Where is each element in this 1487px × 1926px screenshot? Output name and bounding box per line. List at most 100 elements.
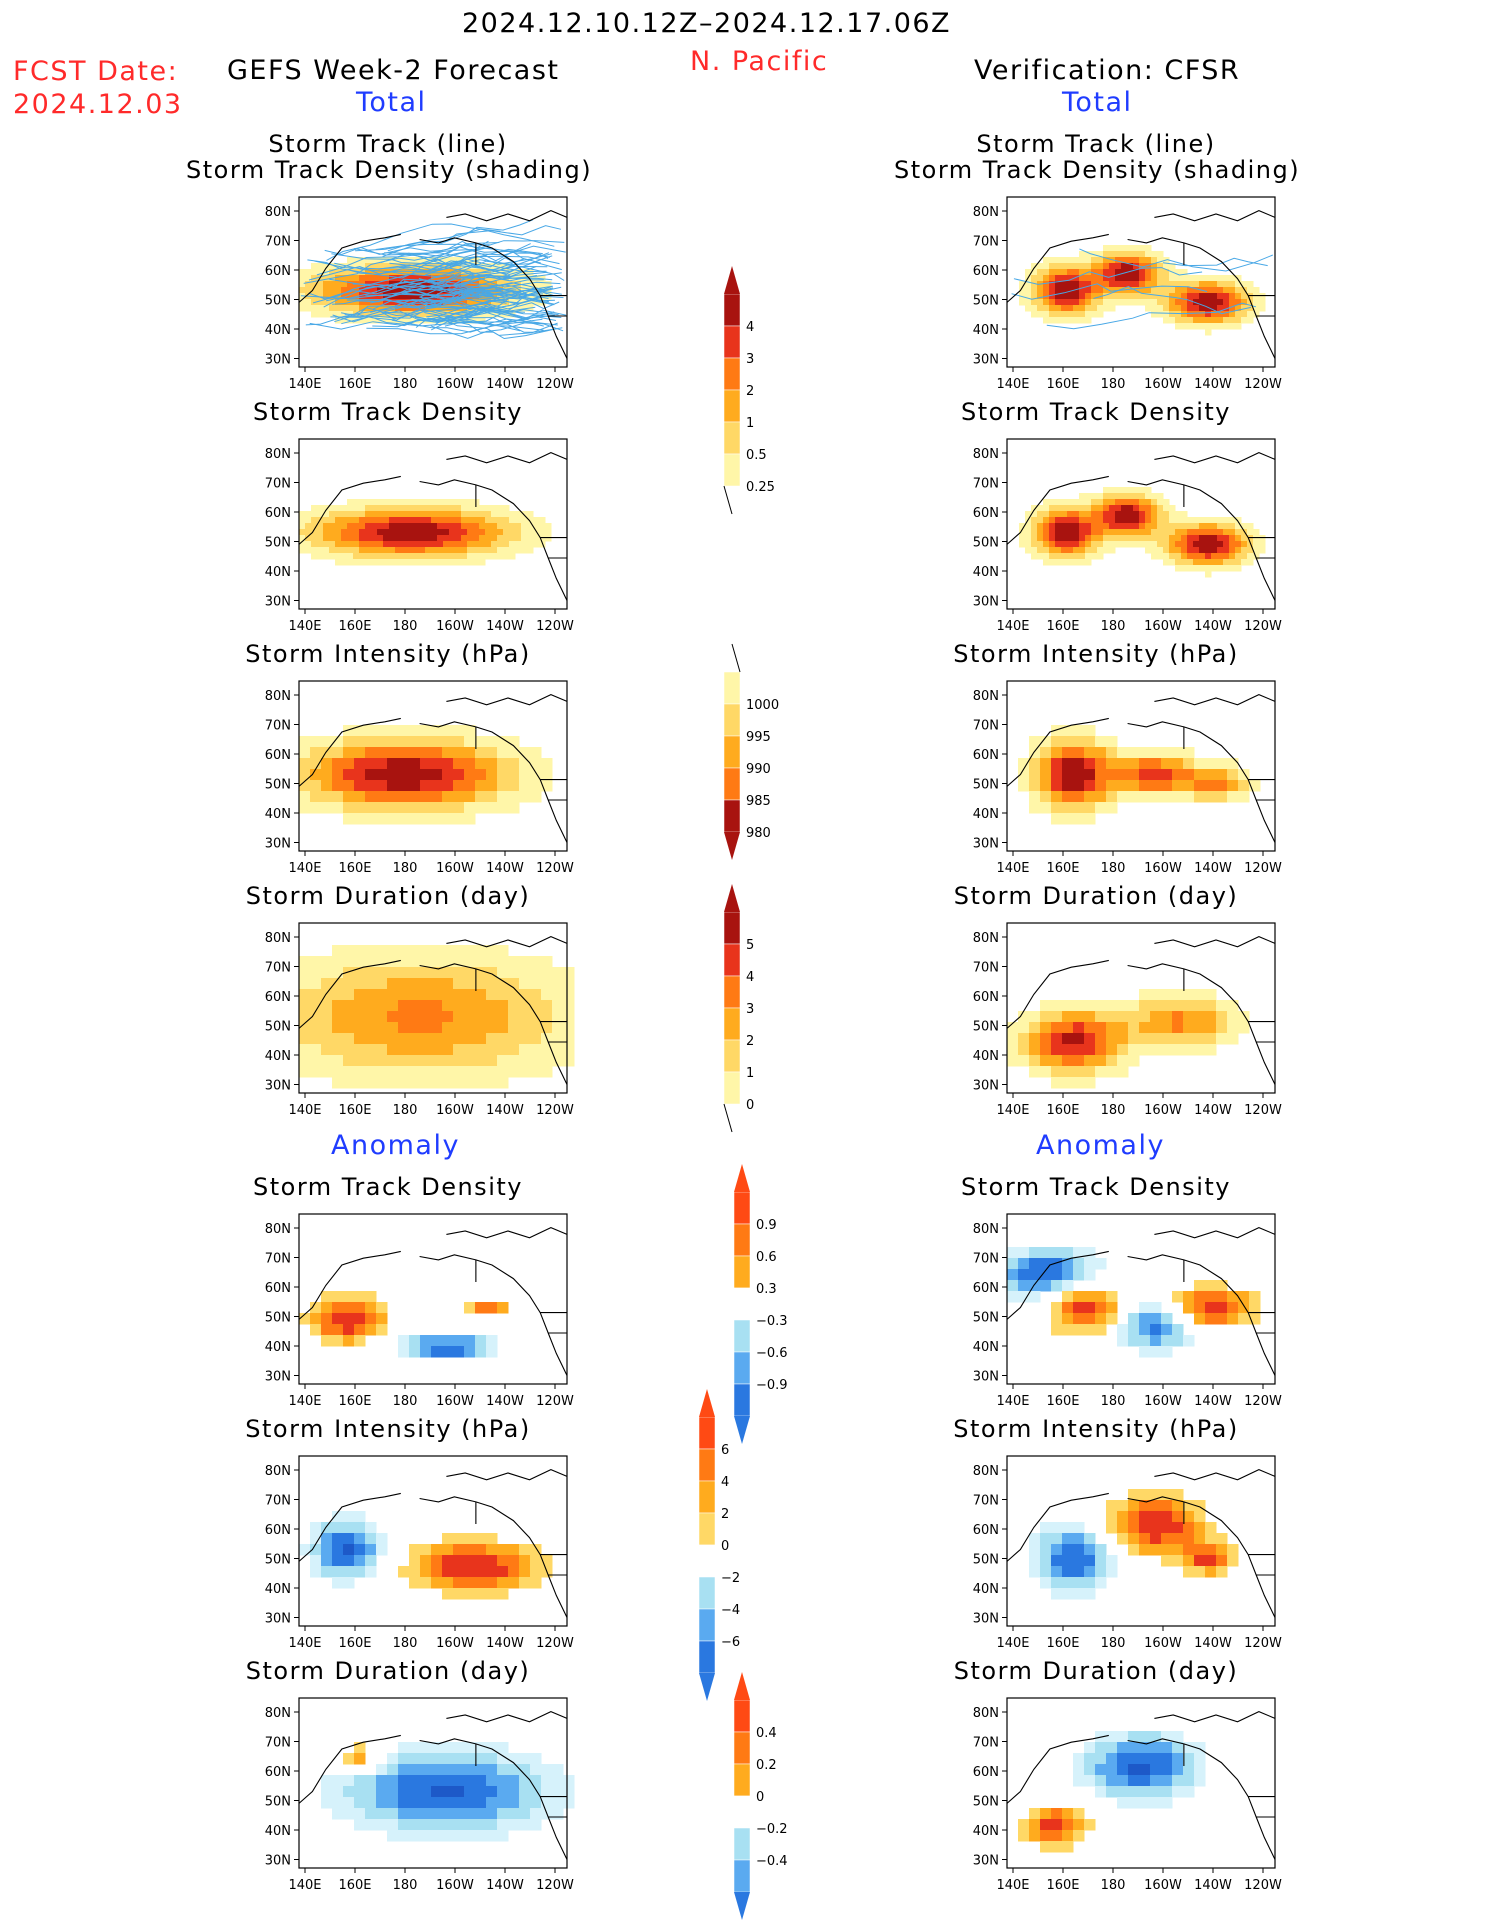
colorbar-label: −0.2 bbox=[756, 1822, 788, 1837]
lat-tick-label: 30N bbox=[265, 1370, 291, 1385]
panel-title-track-shading: Storm Track Density (shading) bbox=[186, 156, 593, 184]
map-verification-duration: 80N 70N 60N 50N 40N 30N 140E 160E 180 160W 140W 120… bbox=[961, 922, 1282, 1121]
colorbar-label: 0.6 bbox=[756, 1250, 777, 1265]
lon-tick-label: 120W bbox=[1244, 1878, 1282, 1893]
map-forecast-track-line: 80N 70N 60N 50N 40N 30N 140E 160E 180 160W 140W 120… bbox=[253, 196, 574, 395]
coastline bbox=[1006, 1226, 1276, 1376]
panel-title-track-line: Storm Track (line) bbox=[268, 130, 508, 158]
lon-tick-label: 140E bbox=[288, 1636, 321, 1651]
colorbar-label: 0 bbox=[721, 1539, 729, 1554]
colorbar-arrow-top bbox=[724, 884, 740, 912]
lat-tick-label: 70N bbox=[265, 1252, 291, 1267]
lon-tick-label: 180 bbox=[393, 1878, 418, 1893]
lon-tick-label: 120W bbox=[1244, 377, 1282, 392]
lat-tick-label: 70N bbox=[973, 1736, 999, 1751]
coastline bbox=[1006, 209, 1276, 359]
shading-cells bbox=[1019, 487, 1266, 578]
colorbar-segment bbox=[698, 1544, 716, 1578]
lat-tick-label: 70N bbox=[265, 719, 291, 734]
lat-tick-label: 50N bbox=[973, 1553, 999, 1568]
verification-total-label: Total bbox=[1062, 87, 1133, 118]
lat-tick-label: 70N bbox=[973, 719, 999, 734]
lat-tick-label: 40N bbox=[265, 565, 291, 580]
shading-cells bbox=[1007, 1247, 1261, 1358]
shading-cells bbox=[299, 499, 552, 566]
lat-tick-label: 40N bbox=[265, 1582, 291, 1597]
coastline bbox=[298, 209, 568, 359]
lon-tick-label: 180 bbox=[393, 619, 418, 634]
colorbar-label: −2 bbox=[721, 1571, 740, 1586]
lon-tick-label: 140E bbox=[996, 1103, 1029, 1118]
lat-tick-label: 80N bbox=[973, 931, 999, 946]
lat-tick-label: 40N bbox=[265, 323, 291, 338]
lat-tick-label: 80N bbox=[265, 1464, 291, 1479]
colorbar-label: 6 bbox=[721, 1443, 729, 1458]
lat-tick-label: 80N bbox=[265, 447, 291, 462]
shading-cells bbox=[299, 725, 553, 825]
colorbar-label: −4 bbox=[721, 1603, 740, 1618]
colorbar-arrow-top bbox=[699, 1389, 715, 1417]
lat-tick-label: 60N bbox=[265, 506, 291, 521]
map-verification-anom-density: 80N 70N 60N 50N 40N 30N 140E 160E 180 160W 140W 120… bbox=[961, 1213, 1282, 1412]
panel-title-track-line: Storm Track (line) bbox=[976, 130, 1216, 158]
fcst-date-value: 2024.12.03 bbox=[13, 89, 183, 120]
lon-tick-label: 160E bbox=[1046, 1878, 1079, 1893]
lon-tick-label: 160W bbox=[436, 1636, 474, 1651]
lat-tick-label: 40N bbox=[265, 807, 291, 822]
lon-tick-label: 160E bbox=[338, 377, 371, 392]
lat-tick-label: 80N bbox=[973, 447, 999, 462]
lon-tick-label: 160W bbox=[436, 1878, 474, 1893]
lon-tick-label: 160E bbox=[1046, 861, 1079, 876]
panel-title-anom-intensity: Storm Intensity (hPa) bbox=[245, 1415, 531, 1443]
panel-title-duration: Storm Duration (day) bbox=[953, 882, 1239, 910]
forecast-column-title: GEFS Week-2 Forecast bbox=[227, 55, 560, 86]
colorbar-segment bbox=[723, 1071, 741, 1105]
colorbar-label: 3 bbox=[746, 1002, 754, 1017]
colorbar-label: 0.25 bbox=[746, 480, 775, 495]
lat-tick-label: 50N bbox=[973, 536, 999, 551]
colorbar-segment bbox=[723, 799, 741, 833]
panel-title-anom-density: Storm Track Density bbox=[961, 1173, 1231, 1201]
shading-cells bbox=[299, 1291, 509, 1358]
colorbar-label: 0.4 bbox=[756, 1726, 777, 1741]
lat-tick-label: 50N bbox=[973, 1311, 999, 1326]
lon-tick-label: 160E bbox=[338, 861, 371, 876]
lon-tick-label: 180 bbox=[1101, 1878, 1126, 1893]
lat-tick-label: 60N bbox=[973, 748, 999, 763]
lat-tick-label: 70N bbox=[973, 1252, 999, 1267]
lat-tick-label: 80N bbox=[973, 1706, 999, 1721]
colorbar-label: 3 bbox=[746, 352, 754, 367]
colorbar-label: 0 bbox=[746, 1098, 754, 1113]
lon-tick-label: 120W bbox=[536, 861, 574, 876]
shading-cells bbox=[321, 1742, 575, 1842]
shading-cells bbox=[1007, 989, 1250, 1089]
coastline bbox=[1006, 451, 1276, 601]
lon-tick-label: 140E bbox=[288, 1394, 321, 1409]
region-title: N. Pacific bbox=[690, 46, 829, 77]
lon-tick-label: 120W bbox=[536, 619, 574, 634]
colorbar-label: −0.4 bbox=[756, 1854, 788, 1869]
lat-tick-label: 80N bbox=[973, 1464, 999, 1479]
lon-tick-label: 140E bbox=[996, 1878, 1029, 1893]
colorbar-label: 985 bbox=[746, 794, 771, 809]
colorbar-segment bbox=[733, 1191, 751, 1225]
colorbar-label: 4 bbox=[746, 320, 754, 335]
lat-tick-label: 50N bbox=[973, 1795, 999, 1810]
lon-tick-label: 140W bbox=[486, 1394, 524, 1409]
lon-tick-label: 140E bbox=[288, 619, 321, 634]
lat-tick-label: 50N bbox=[265, 536, 291, 551]
map-forecast-track-density: 80N 70N 60N 50N 40N 30N 140E 160E 180 160W 140W 120… bbox=[253, 438, 574, 637]
colorbar-density: 4 3 2 1 0.5 0.25 bbox=[714, 262, 804, 520]
lat-tick-label: 70N bbox=[265, 477, 291, 492]
lon-tick-label: 180 bbox=[393, 1636, 418, 1651]
colorbar-segment bbox=[733, 1351, 751, 1385]
lat-tick-label: 70N bbox=[973, 1494, 999, 1509]
colorbar-segment bbox=[733, 1319, 751, 1353]
colorbar-segment bbox=[723, 1039, 741, 1073]
lat-tick-label: 60N bbox=[265, 990, 291, 1005]
shading-cells bbox=[1018, 1731, 1206, 1853]
colorbar-label: 2 bbox=[721, 1507, 729, 1522]
colorbar-arrow-bottom bbox=[724, 832, 740, 860]
storm-track-lines bbox=[300, 219, 567, 340]
coastline bbox=[298, 1710, 568, 1860]
